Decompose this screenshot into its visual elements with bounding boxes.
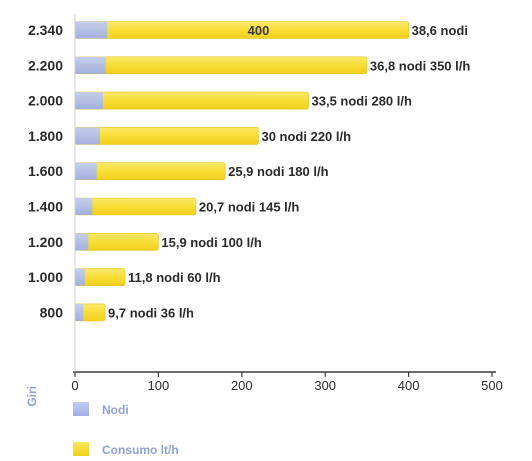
y-tick-label: 1.200 — [28, 234, 63, 250]
bar-data-label: 11,8 nodi 60 l/h — [128, 270, 221, 285]
nodi-bar — [75, 268, 85, 286]
nodi-bar — [75, 233, 89, 251]
bar-data-label: 20,7 nodi 145 l/h — [199, 200, 299, 215]
bar-data-label: 36,8 nodi 350 l/h — [370, 58, 470, 73]
legend-label-nodi: Nodi — [102, 403, 129, 417]
x-tick-label: 0 — [71, 378, 78, 393]
nodi-bar — [75, 21, 108, 39]
nodi-bar — [75, 56, 106, 74]
legend-label-consumo: Consumo lt/h — [102, 443, 179, 457]
consumo-bar — [74, 162, 226, 180]
y-axis-title: Giri — [25, 386, 39, 407]
legend-swatch-consumo — [73, 442, 89, 456]
bar-data-label: 30 nodi 220 l/h — [261, 129, 351, 144]
x-tick-label: 400 — [398, 378, 420, 393]
x-axis: 0 100 200 300 400 500 — [71, 14, 503, 393]
consumo-bar — [74, 56, 368, 75]
y-tick-label: 1.600 — [28, 163, 63, 179]
x-tick-label: 100 — [148, 378, 170, 393]
x-tick-label: 300 — [314, 378, 336, 393]
consumo-bar — [74, 21, 409, 39]
y-axis: 2.340 2.200 2.000 1.800 1.600 1.400 1.200 1.000… — [28, 22, 63, 320]
x-tick-label: 500 — [481, 378, 503, 393]
bar-data-label: 15,9 nodi 100 l/h — [161, 235, 261, 250]
bar-data-label: 25,9 nodi 180 l/h — [228, 164, 328, 179]
x-tick-label: 200 — [231, 378, 253, 393]
y-tick-label: 2.340 — [28, 22, 63, 38]
consumo-bar — [74, 127, 259, 145]
nodi-bar — [75, 303, 84, 321]
y-tick-label: 1.000 — [28, 269, 63, 285]
y-tick-label: 2.200 — [28, 57, 63, 73]
bar-inner-label: 400 — [248, 23, 270, 38]
y-tick-label: 2.000 — [28, 93, 63, 109]
nodi-bar — [75, 92, 103, 110]
legend-swatch-nodi — [73, 402, 89, 416]
bar-data-label: 33,5 nodi 280 l/h — [312, 94, 412, 109]
y-tick-label: 800 — [40, 304, 64, 320]
bars-layer: 38,6 nodi 400 36,8 nodi 350 l/h 33,5 nodi 2… — [74, 21, 470, 322]
bar-data-label: 9,7 nodi 36 l/h — [108, 305, 194, 320]
nodi-bar — [75, 198, 93, 215]
y-tick-label: 1.400 — [28, 199, 63, 215]
consumo-bar — [74, 91, 309, 110]
nodi-bar — [75, 127, 101, 145]
consumo-bar — [74, 197, 197, 216]
nodi-bar — [75, 162, 97, 180]
y-tick-label: 1.800 — [28, 128, 63, 144]
bar-data-label: 38,6 nodi — [412, 23, 468, 38]
legend: Nodi Consumo lt/h — [73, 402, 179, 457]
